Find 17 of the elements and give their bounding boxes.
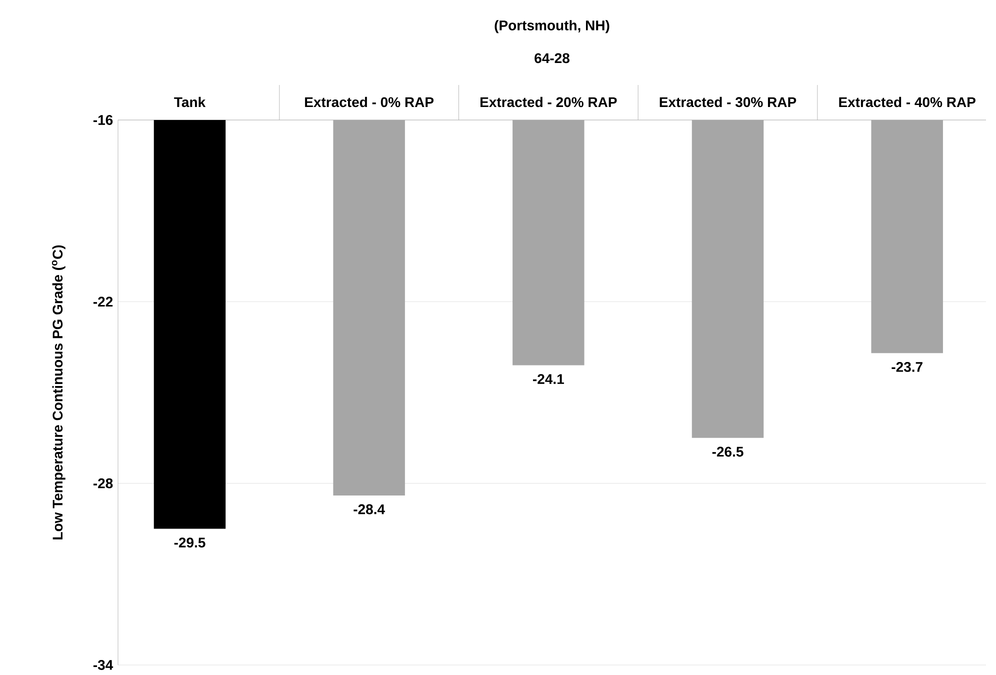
data-label: -24.1 bbox=[533, 374, 564, 384]
y-tick-label: -22 bbox=[93, 296, 113, 307]
y-tick-label: -34 bbox=[93, 660, 114, 670]
y-tick-label: -16 bbox=[93, 115, 113, 125]
data-label: -23.7 bbox=[892, 362, 922, 372]
data-label: -28.4 bbox=[354, 504, 385, 514]
chart-title: (Portsmouth, NH) bbox=[494, 20, 610, 34]
chart-subtitle: 64-28 bbox=[534, 53, 570, 64]
data-label: -29.5 bbox=[174, 538, 206, 548]
y-axis-title: Low Temperature Continuous PG Grade ($^{o}$C) bbox=[52, 245, 66, 540]
x-tick-label: Extracted - 0% RAP bbox=[305, 96, 434, 108]
data-label: -26.5 bbox=[712, 446, 744, 457]
x-tick-label: Extracted - 20% RAP bbox=[480, 96, 617, 108]
x-tick-label: Extracted - 40% RAP bbox=[839, 96, 976, 108]
y-tick-label: -28 bbox=[93, 478, 113, 488]
x-tick-label: Extracted - 30% RAP bbox=[660, 96, 796, 108]
x-tick-label: Tank bbox=[174, 96, 206, 108]
